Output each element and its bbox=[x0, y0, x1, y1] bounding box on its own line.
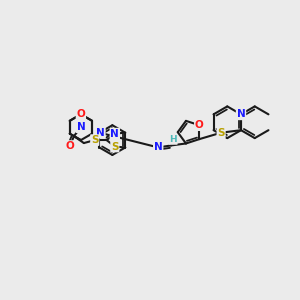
Text: N: N bbox=[154, 142, 163, 152]
Text: N: N bbox=[237, 109, 245, 119]
Text: S: S bbox=[111, 142, 118, 152]
Text: N: N bbox=[96, 128, 105, 138]
Text: H: H bbox=[169, 135, 177, 144]
Text: O: O bbox=[66, 141, 74, 151]
Text: O: O bbox=[195, 120, 204, 130]
Text: N: N bbox=[110, 129, 119, 139]
Text: O: O bbox=[76, 109, 85, 119]
Text: S: S bbox=[218, 128, 225, 138]
Text: S: S bbox=[91, 135, 98, 145]
Text: N: N bbox=[76, 122, 85, 132]
